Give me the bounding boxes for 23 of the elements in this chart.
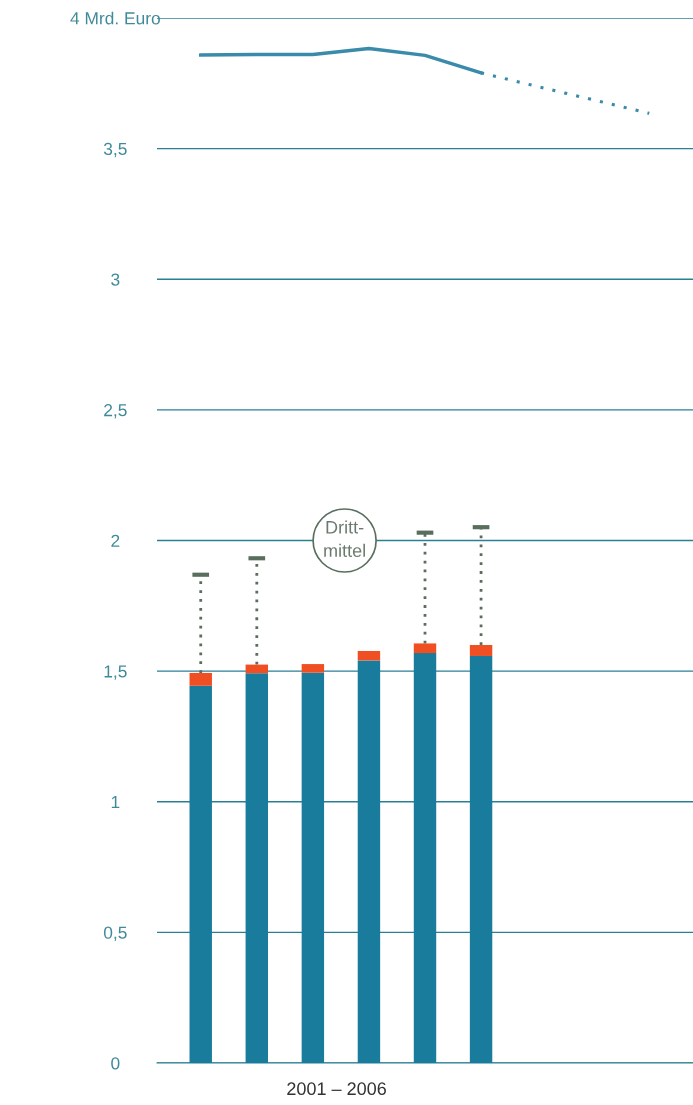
y-tick-label: 0 bbox=[111, 1057, 120, 1070]
bar bbox=[301, 664, 325, 673]
y-tick-label: 2,5 bbox=[104, 404, 127, 419]
y-tick-label: 3 bbox=[111, 273, 120, 286]
y-tick-label: 2 bbox=[111, 534, 120, 547]
bar bbox=[469, 645, 493, 656]
annotation: Dritt- mittel bbox=[324, 520, 365, 558]
bar bbox=[357, 651, 381, 661]
y-tick-label: 1 bbox=[111, 796, 120, 809]
bar bbox=[469, 655, 493, 1063]
y-tick-label: 0,5 bbox=[103, 926, 127, 941]
bar bbox=[245, 664, 269, 674]
bar bbox=[413, 653, 437, 1063]
bar bbox=[189, 672, 212, 686]
bar bbox=[413, 643, 437, 654]
bar bbox=[357, 660, 381, 1063]
bar bbox=[189, 685, 212, 1063]
bar bbox=[245, 673, 269, 1063]
bar bbox=[301, 672, 325, 1063]
y-tick-label: 3,5 bbox=[103, 142, 127, 158]
y-tick-label: 4 Mrd. Euro bbox=[70, 11, 160, 25]
x-axis-title: 2001 – 2006 bbox=[287, 1082, 386, 1096]
y-tick-label: 1,5 bbox=[104, 665, 127, 680]
